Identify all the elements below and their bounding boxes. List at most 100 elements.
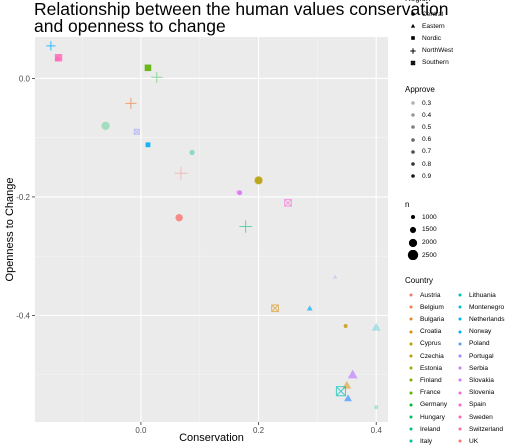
legend-country-item: France <box>405 388 441 398</box>
legend-key-icon <box>410 60 416 66</box>
legend-key-icon <box>411 36 415 41</box>
legend-label: Ireland <box>420 425 441 433</box>
legend-country-item: Serbia <box>454 363 488 373</box>
legend-label: 2500 <box>422 251 437 259</box>
x-tick-label: 0.2 <box>253 426 265 435</box>
data-point <box>254 175 263 185</box>
legend-key-icon <box>458 391 462 395</box>
legend-key-icon <box>458 403 462 407</box>
legend-key-icon <box>411 113 415 117</box>
legend-key-icon <box>409 330 413 334</box>
legend-key-icon <box>458 317 462 321</box>
y-axis-title: Openness to Change <box>4 178 16 282</box>
data-point <box>347 369 358 379</box>
legend-region-item: Nordic <box>407 33 441 43</box>
legend-label: Nordic <box>422 34 442 42</box>
legend-country-item: Hungary <box>405 412 445 422</box>
grid-minor <box>35 37 388 422</box>
legend-label: Central <box>422 10 444 18</box>
legend-label: Switzerland <box>469 425 504 433</box>
legend-country-item: Italy <box>405 436 432 446</box>
legend-label: Netherlands <box>469 315 505 323</box>
legend-key-icon <box>409 415 413 419</box>
data-point <box>235 190 240 195</box>
legend-approve-title: Approve <box>405 85 435 94</box>
legend-label: Austria <box>420 291 441 299</box>
legend-n-item: 2000 <box>407 238 437 248</box>
legend-key-icon <box>458 415 462 419</box>
legend-key-icon <box>408 238 418 247</box>
legend-approve-item: 0.5 <box>407 122 431 132</box>
data-points <box>46 41 381 410</box>
data-point <box>343 324 348 329</box>
data-point <box>174 166 188 180</box>
data-point <box>344 394 352 402</box>
legend-key-icon <box>409 378 413 382</box>
data-point <box>54 56 60 62</box>
legend-key-icon <box>411 137 415 142</box>
legend-key-icon <box>458 378 462 382</box>
legend-country-item: Lithuania <box>454 290 496 300</box>
scatter-plot: 0.0 0.2 0.4 0.0 -0.2 -0.4 Conservation Openne… <box>4 37 388 444</box>
legend-key-icon <box>409 403 413 407</box>
legend-key-icon <box>411 215 415 219</box>
legend-key-icon <box>409 391 413 395</box>
legend-key-icon <box>458 366 462 370</box>
legend-approve-item: 0.8 <box>407 159 431 169</box>
data-point <box>101 121 110 130</box>
legend-key-icon <box>458 293 462 297</box>
legend-region-item: Southern <box>407 58 449 68</box>
legend-country-item: Czechia <box>405 351 444 361</box>
legend-country-item: Montenegro <box>454 302 504 312</box>
legend-approve-item: 0.4 <box>407 110 431 120</box>
legend-key-icon <box>411 125 415 130</box>
legend-label: Lithuania <box>469 291 496 299</box>
legend-label: 0.3 <box>422 99 432 107</box>
legend-region-title: Region <box>405 0 430 3</box>
legend-key-icon <box>409 439 413 443</box>
legend-approve-item: 0.9 <box>407 171 431 181</box>
legend-key-icon <box>411 174 415 178</box>
data-point <box>306 305 313 311</box>
legend-region-item: NorthWest <box>407 46 453 56</box>
legend-country-item: Finland <box>405 375 442 385</box>
data-point <box>371 322 381 331</box>
legend-key-icon <box>409 366 413 370</box>
y-tick-label: -0.2 <box>16 193 30 202</box>
legend-approve-item: 0.3 <box>407 98 431 108</box>
data-point <box>254 176 263 185</box>
legend-label: Portugal <box>469 352 494 360</box>
legend-key-icon <box>410 24 416 28</box>
legend-label: UK <box>469 437 479 445</box>
legend-n-title: n <box>405 200 410 209</box>
legend-country-item: Poland <box>454 339 490 349</box>
legend-label: Croatia <box>420 328 442 336</box>
legend-key-icon <box>458 330 462 334</box>
legend-key-icon <box>411 101 415 105</box>
legend-key-icon <box>458 305 462 309</box>
legend-label: 0.6 <box>422 136 432 144</box>
data-point <box>374 405 379 410</box>
x-tick-label: 0.4 <box>371 426 383 435</box>
y-tick-label: -0.4 <box>16 311 30 320</box>
legend-country-item: Slovenia <box>454 388 494 398</box>
data-point <box>335 386 346 397</box>
data-point <box>133 128 140 135</box>
data-point <box>271 304 279 313</box>
legend-label: 1500 <box>422 226 437 234</box>
legend-key-icon <box>409 293 413 297</box>
legend-country-item: Portugal <box>454 351 494 361</box>
legend-country-item: Estonia <box>405 363 442 373</box>
legend-key-icon <box>410 47 416 54</box>
legend-label: Montenegro <box>469 303 505 311</box>
chart-title-line-1: Relationship between the human values co… <box>34 0 449 19</box>
data-point <box>145 142 151 148</box>
legend-label: Southern <box>422 59 449 67</box>
legend-key-icon <box>409 354 413 358</box>
plot-panel <box>35 37 388 422</box>
legend-label: 0.4 <box>422 111 432 119</box>
legend-label: Cyprus <box>420 340 441 348</box>
chart-title-line-2: and openness to change <box>34 16 226 36</box>
legend-country-item: Bulgaria <box>405 314 444 324</box>
legend-country-item: Germany <box>405 400 447 410</box>
